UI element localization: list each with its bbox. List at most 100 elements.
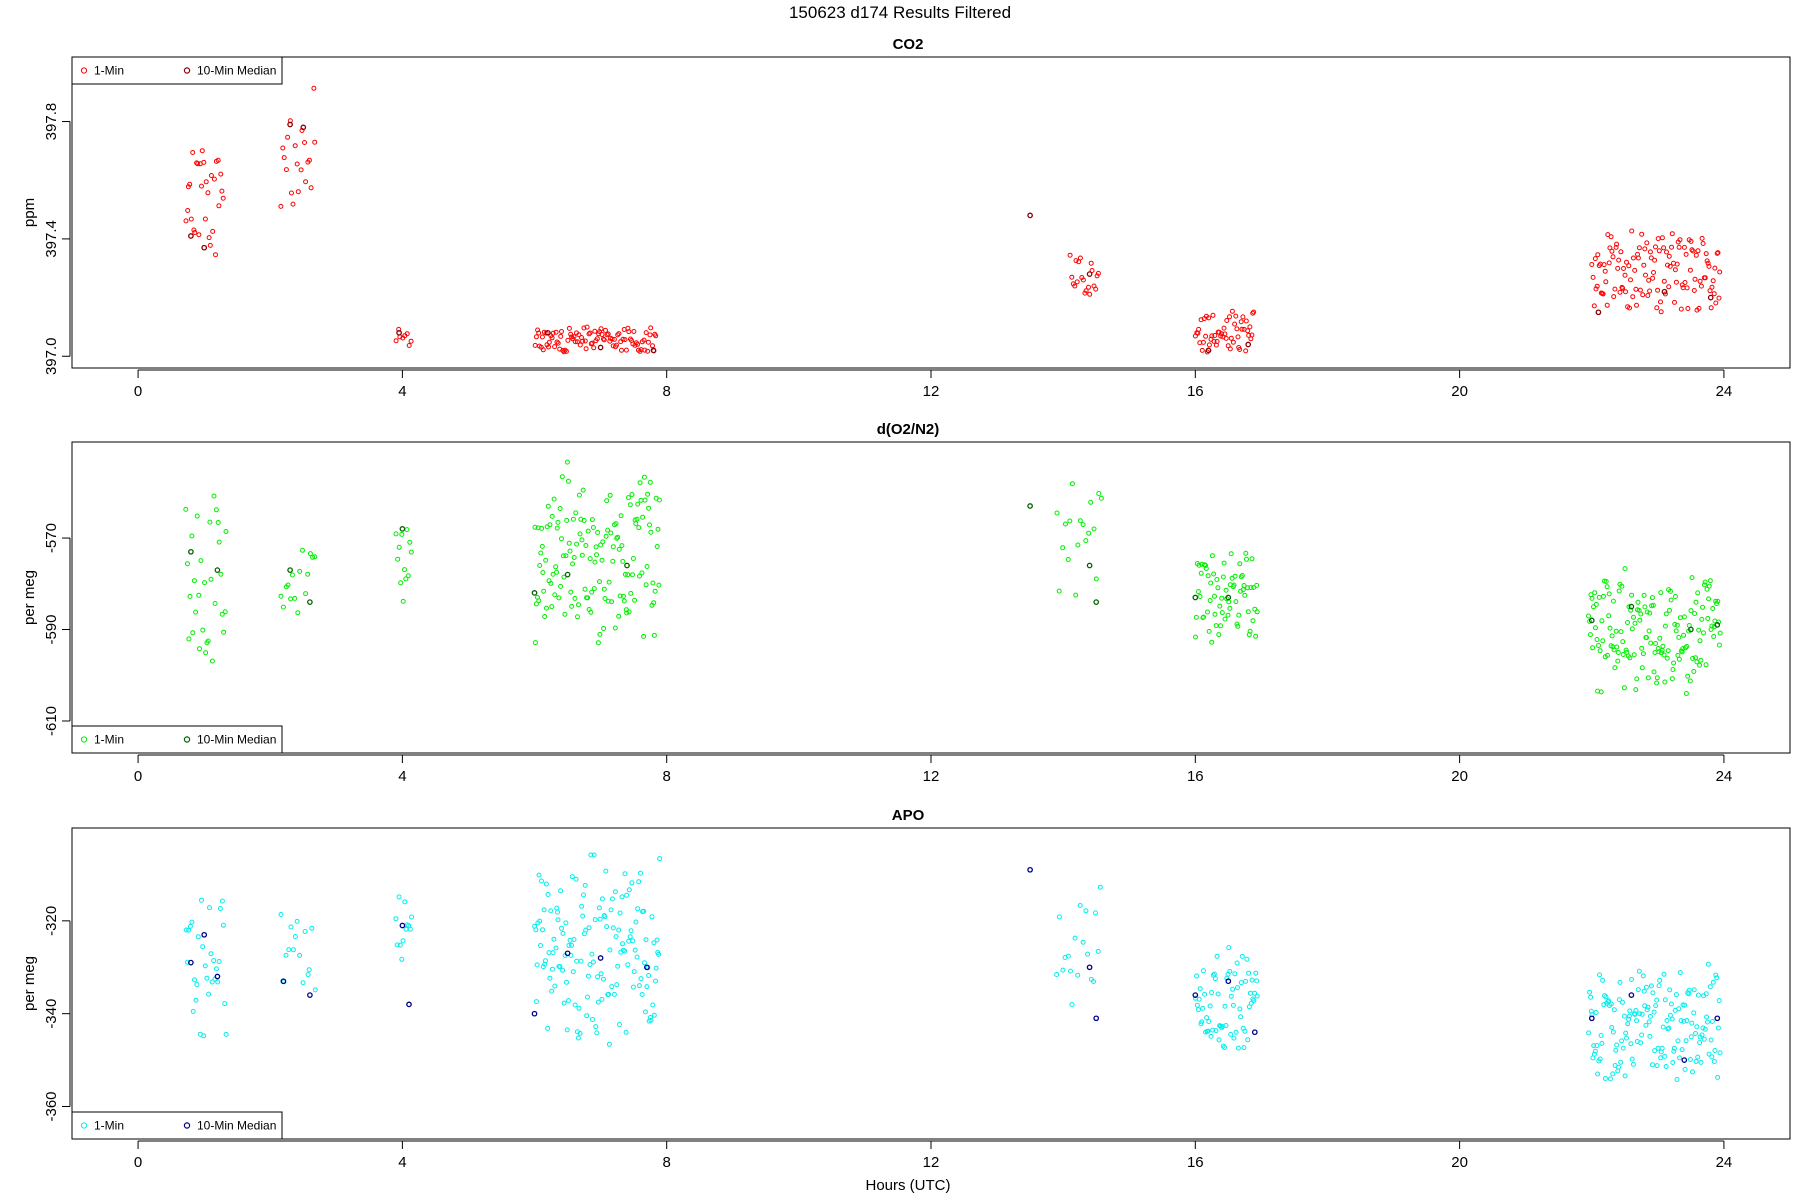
data-point-1min [555,340,561,346]
data-point-1min [609,984,615,990]
data-point-1min [1218,623,1223,629]
data-point-1min [1252,990,1258,996]
data-point-1min [1678,1018,1684,1024]
data-point-1min [583,543,589,548]
data-point-1min [307,551,313,557]
data-point-1min [642,347,648,353]
data-point-1min [588,341,594,347]
data-point-1min [1681,1018,1687,1024]
data-point-1min [536,330,542,336]
data-point-1min [1607,1076,1613,1082]
data-point-1min [648,1017,654,1023]
data-point-1min [539,543,545,549]
data-point-1min [1253,633,1259,639]
data-point-1min [591,345,597,351]
data-point-1min [1635,255,1641,261]
data-point-1min [1215,991,1221,997]
data-point-1min [1614,1042,1620,1048]
data-point-1min [1596,594,1602,600]
data-point-1min [538,943,543,948]
y-tick-label: -570 [43,523,60,553]
data-point-1min [563,348,569,354]
data-point-1min [622,571,628,577]
data-point-1min [1626,1016,1632,1022]
data-point-1min [554,525,560,531]
data-point-1min [564,459,570,465]
x-tick-label: 12 [923,1154,940,1171]
data-point-1min [1686,987,1692,993]
data-point-1min [1228,551,1234,557]
data-point-1min [1608,234,1614,240]
data-point-1min [653,965,659,971]
data-point-1min [394,942,400,948]
data-point-median [1714,622,1721,628]
data-point-1min [1208,1033,1214,1039]
data-point-1min [1215,585,1221,591]
data-point-1min [627,502,633,508]
data-point-1min [537,918,543,924]
data-point-1min [1697,278,1703,284]
data-point-1min [593,544,599,550]
data-point-1min [1096,491,1102,496]
data-point-1min [297,568,303,574]
data-point-1min [559,329,564,334]
data-point-1min [1200,1005,1206,1011]
data-point-1min [1245,585,1251,591]
data-point-1min [1705,1019,1710,1025]
data-point-1min [1637,617,1643,623]
data-point-median [1086,562,1093,569]
data-point-1min [1610,598,1616,604]
data-point-1min [1658,299,1663,305]
data-point-1min [195,934,201,940]
panel-title: APO [892,807,925,824]
data-point-1min [1249,556,1255,562]
data-point-1min [567,548,573,554]
data-point-1min [1633,687,1639,693]
data-point-1min [209,658,215,664]
data-point-1min [541,588,547,594]
data-point-1min [281,155,287,161]
data-point-median [1681,1057,1688,1063]
data-point-1min [564,979,569,985]
data-point-1min [628,928,634,934]
data-point-1min [550,950,556,956]
data-point-1min [1667,607,1672,613]
data-point-1min [616,331,622,337]
x-tick-label: 0 [134,1154,142,1171]
data-point-1min [1596,643,1601,648]
data-point-1min [1226,599,1232,605]
data-point-1min [396,894,402,900]
data-point-1min [1082,290,1088,296]
data-point-1min [1600,291,1606,297]
data-point-1min [1655,646,1661,651]
data-point-1min [1083,288,1089,294]
data-point-1min [1647,249,1653,255]
legend: 1-Min 10-Min Median [71,725,283,754]
data-point-1min [1591,604,1596,610]
data-point-1min [1056,914,1062,920]
data-point-1min [617,1022,622,1027]
data-point-1min [286,947,292,953]
data-point-1min [536,872,542,878]
data-point-1min [1097,884,1103,890]
data-point-1min [1676,244,1682,250]
data-point-1min [1221,325,1227,331]
data-point-1min [1209,333,1215,339]
data-point-1min [1206,315,1212,321]
data-point-1min [1704,586,1710,592]
data-point-1min [1702,275,1708,281]
data-point-1min [1629,228,1635,234]
data-point-1min [207,519,213,525]
data-point-1min [1243,348,1249,354]
data-point-1min [645,491,651,497]
data-point-1min [570,516,576,522]
data-point-1min [571,334,577,340]
data-point-1min [1233,313,1239,319]
data-point-1min [292,143,298,149]
data-point-1min [1604,302,1610,308]
data-point-1min [1649,595,1655,601]
data-point-1min [202,580,207,586]
data-point-1min [1682,1066,1688,1072]
data-point-1min [1197,986,1203,992]
data-point-1min [597,916,603,922]
